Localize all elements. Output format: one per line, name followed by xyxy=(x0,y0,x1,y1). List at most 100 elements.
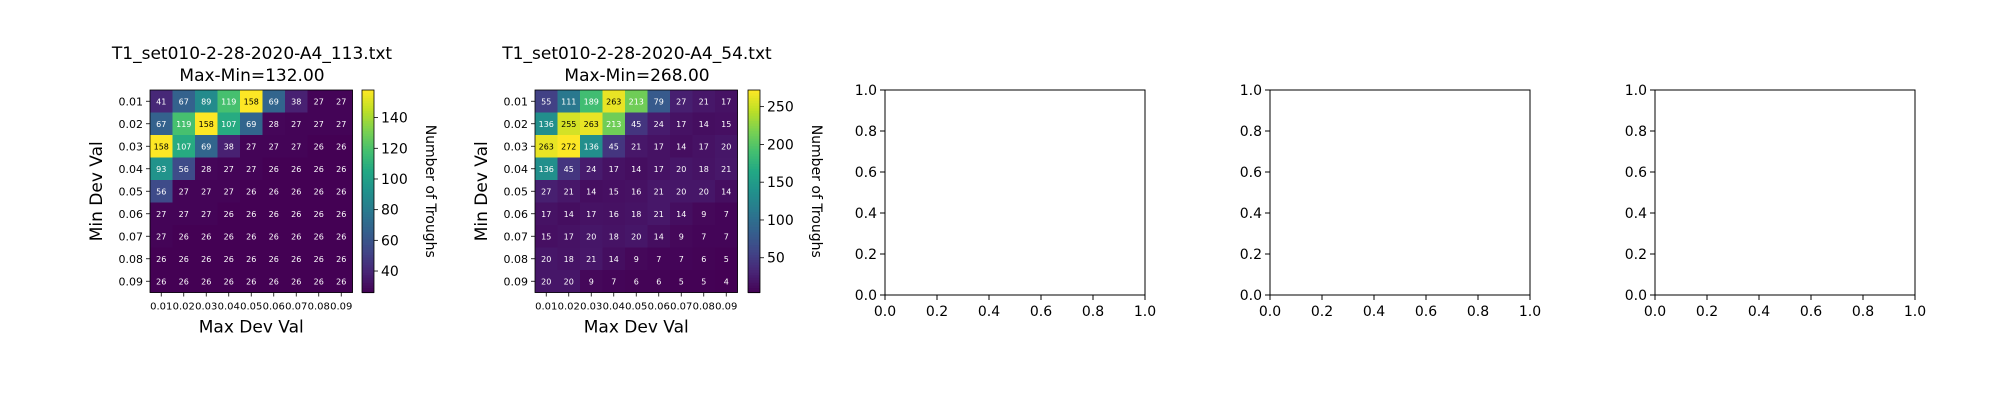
colorbar-segment xyxy=(748,153,760,157)
colorbar-label: Number of Troughs xyxy=(808,125,824,258)
heatmap-cell xyxy=(580,112,603,136)
colorbar-segment xyxy=(748,231,760,235)
cell-label: 14 xyxy=(631,165,641,174)
cell-label: 21 xyxy=(654,210,664,219)
heatmap-cell xyxy=(195,270,218,293)
cell-label: 27 xyxy=(201,210,211,219)
colorbar-segment xyxy=(748,95,760,99)
y-tick-label: 0.02 xyxy=(119,118,144,131)
cell-label: 56 xyxy=(179,165,189,174)
heatmap-cell xyxy=(240,135,263,158)
cell-label: 15 xyxy=(609,187,619,196)
colorbar-segment xyxy=(748,198,760,202)
y-tick-label: 0.02 xyxy=(504,118,529,131)
colorbar-segment xyxy=(362,112,374,116)
colorbar-segment xyxy=(362,279,374,283)
colorbar-segment xyxy=(748,117,760,121)
heatmap-cell xyxy=(307,247,331,271)
y-tick-label: 0.03 xyxy=(504,140,529,153)
heatmap-cell xyxy=(285,225,308,248)
cell-label: 27 xyxy=(156,232,166,241)
heatmap-cell xyxy=(262,180,286,203)
heatmap-cell xyxy=(217,135,241,158)
cell-label: 26 xyxy=(291,187,301,196)
heatmap-cell xyxy=(240,90,263,113)
colorbar-segment xyxy=(748,277,760,281)
y-tick-label: 0.04 xyxy=(119,163,144,176)
axes-frame xyxy=(884,89,1146,296)
heatmap-cell xyxy=(330,225,353,248)
colorbar-segment xyxy=(748,193,760,197)
colorbar-segment xyxy=(362,188,374,192)
cell-label: 9 xyxy=(589,277,594,286)
subplot-3: 0.0 0.2 0.4 0.6 0.8 1.0 0.0 0.2 0.4 0.6 0.8 1.0 xyxy=(855,83,1156,320)
colorbar-segment xyxy=(362,183,374,187)
x-tick-label: 0.05 xyxy=(240,302,262,313)
heatmap-cell xyxy=(580,247,603,271)
colorbar-segment xyxy=(748,163,760,167)
y-tick-label: 0.6 xyxy=(1240,165,1262,181)
colorbar-segment xyxy=(748,135,760,139)
cell-label: 5 xyxy=(679,277,684,286)
cell-label: 89 xyxy=(201,97,211,106)
cell-label: 27 xyxy=(179,187,189,196)
colorbar-tick-label: 100 xyxy=(767,213,794,229)
colorbar-segment xyxy=(362,148,374,152)
x-tick-label: 0.02 xyxy=(558,302,580,313)
heatmap-cell xyxy=(647,90,671,113)
y-tick-label: 0.01 xyxy=(119,95,144,108)
heatmap-cell xyxy=(240,157,263,181)
colorbar-segment xyxy=(748,234,760,238)
colorbar-segment xyxy=(362,234,374,238)
y-tick-label: 0.06 xyxy=(119,208,144,221)
cell-label: 107 xyxy=(221,120,236,129)
colorbar-segment xyxy=(362,226,374,230)
heatmap-cell xyxy=(715,112,738,136)
heatmap-cell xyxy=(150,157,173,181)
heatmap-cell xyxy=(580,225,603,248)
colorbar-segment xyxy=(748,246,760,251)
colorbar-segment xyxy=(362,259,374,263)
heatmap-subtitle: Max-Min=132.00 xyxy=(179,66,324,86)
colorbar-segment xyxy=(748,160,760,165)
cell-label: 272 xyxy=(561,142,576,151)
heatmap-cell xyxy=(647,180,671,203)
colorbar-segment xyxy=(362,158,374,162)
cell-label: 26 xyxy=(314,142,324,151)
x-tick-label: 0.6 xyxy=(1415,304,1437,320)
cell-label: 14 xyxy=(676,142,686,151)
x-tick-label: 0.09 xyxy=(715,302,737,313)
colorbar-segment xyxy=(362,208,374,213)
cell-label: 136 xyxy=(539,120,554,129)
cell-label: 20 xyxy=(586,232,596,241)
cell-label: 17 xyxy=(699,142,709,151)
colorbar-segment xyxy=(748,140,760,144)
colorbar-tick-label: 150 xyxy=(767,175,794,191)
cell-label: 17 xyxy=(609,165,619,174)
colorbar-segment xyxy=(362,97,374,101)
colorbar-segment xyxy=(748,206,760,210)
cell-label: 26 xyxy=(336,165,346,174)
cell-label: 7 xyxy=(701,232,706,241)
heatmap-cell xyxy=(150,90,173,113)
cell-label: 111 xyxy=(561,97,576,106)
cell-label: 26 xyxy=(246,277,256,286)
cell-label: 26 xyxy=(269,165,279,174)
cell-label: 67 xyxy=(179,97,189,106)
x-tick-label: 1.0 xyxy=(1904,304,1926,320)
colorbar-segment xyxy=(362,267,374,271)
heatmap-cell xyxy=(557,90,581,113)
cell-label: 38 xyxy=(224,142,234,151)
axes-frame xyxy=(1654,89,1916,296)
heatmap-cell xyxy=(602,90,626,113)
cell-label: 263 xyxy=(606,97,621,106)
y-tick-label: 0.2 xyxy=(1240,247,1262,263)
heatmap-cell xyxy=(330,135,353,158)
colorbar-segment xyxy=(362,95,374,99)
heatmap-cell xyxy=(217,112,241,136)
x-tick-label: 0.01 xyxy=(535,302,557,313)
cell-label: 213 xyxy=(629,97,644,106)
cell-label: 69 xyxy=(201,142,211,151)
colorbar-segment xyxy=(362,92,374,96)
y-tick-label: 0.4 xyxy=(1625,206,1647,222)
